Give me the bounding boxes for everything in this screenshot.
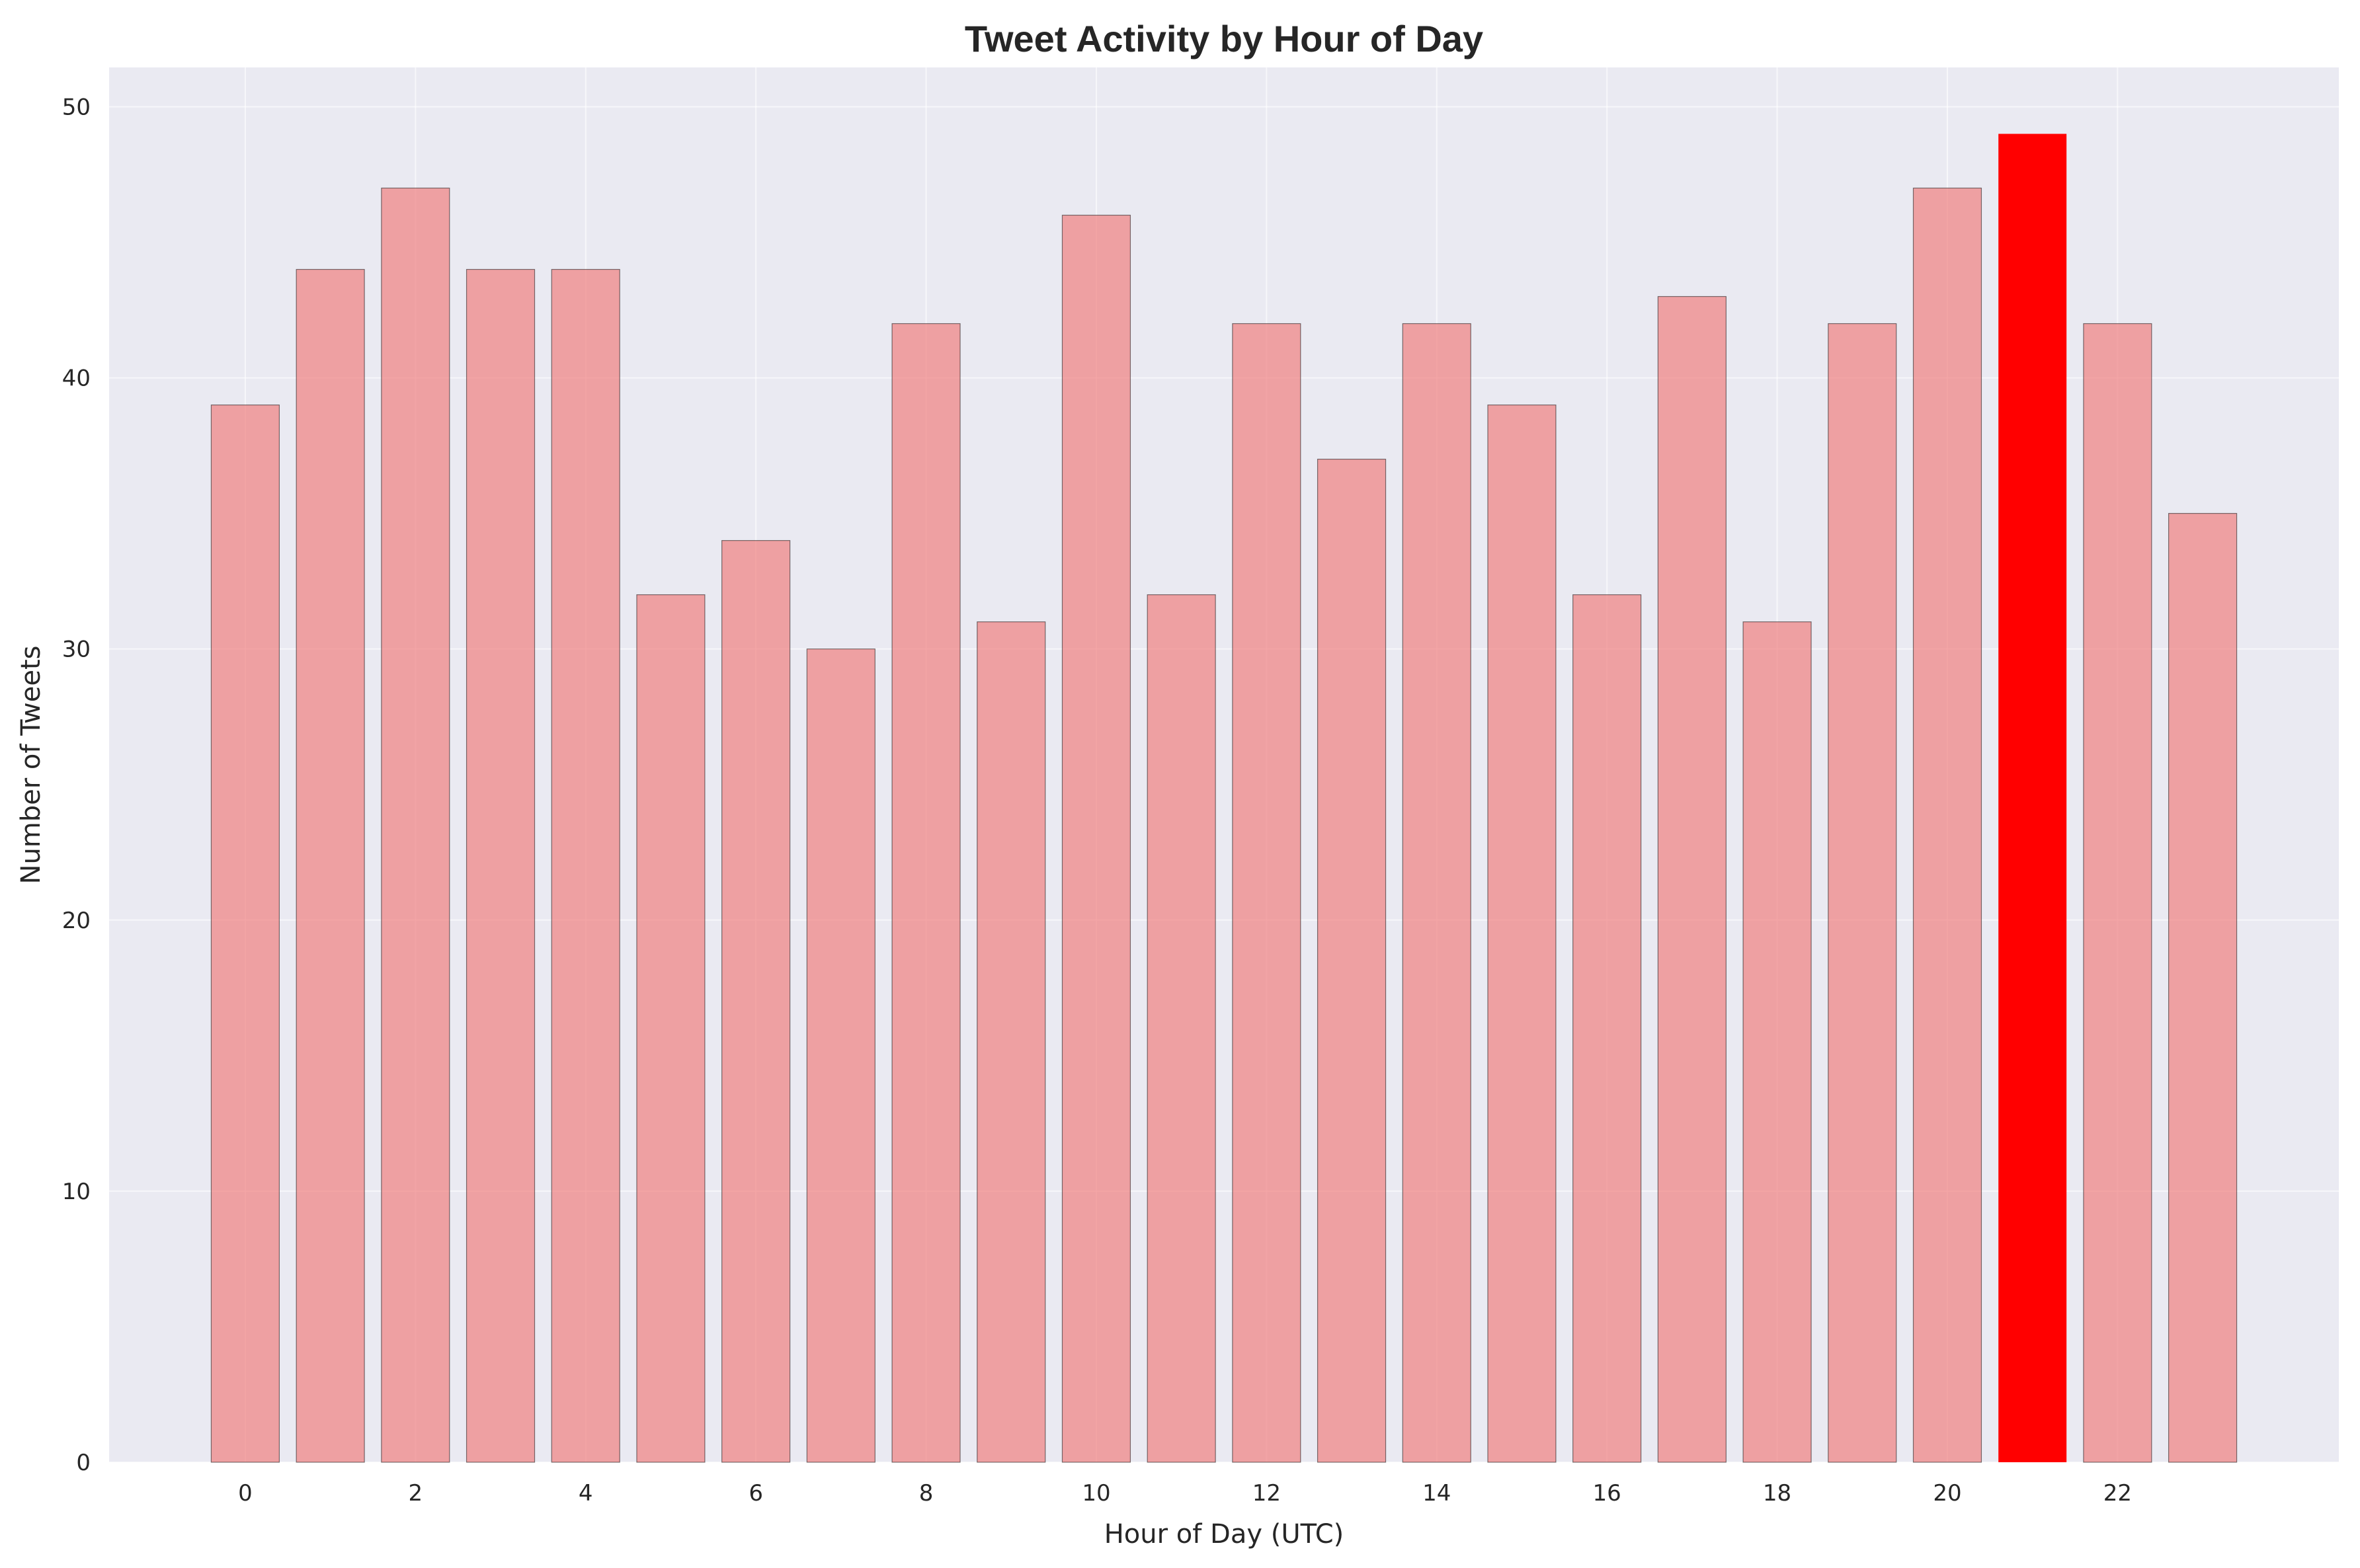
- chart-title: Tweet Activity by Hour of Day: [965, 18, 1483, 59]
- bar: [381, 187, 450, 1463]
- bar: [466, 268, 536, 1463]
- bar: [296, 268, 365, 1463]
- y-tick-label: 40: [62, 366, 91, 392]
- bar: [1147, 594, 1216, 1463]
- x-tick-label: 4: [579, 1480, 593, 1507]
- y-tick-labels: 0 10 20 30 40 50: [62, 94, 91, 1476]
- y-tick-label: 10: [62, 1179, 91, 1205]
- bar: [551, 268, 620, 1463]
- bar-highlight: [1998, 134, 2067, 1462]
- bar: [1912, 187, 1982, 1463]
- x-tick-label: 10: [1082, 1480, 1110, 1507]
- x-tick-label: 22: [2103, 1480, 2132, 1507]
- bar: [210, 404, 280, 1463]
- y-tick-label: 50: [62, 94, 91, 120]
- bar: [1402, 323, 1471, 1463]
- y-tick-label: 30: [62, 637, 91, 663]
- x-axis-label: Hour of Day (UTC): [1104, 1519, 1344, 1549]
- bar: [1061, 214, 1131, 1463]
- y-tick-label: 20: [62, 908, 91, 934]
- x-tick-label: 14: [1422, 1480, 1451, 1507]
- x-tick-label: 20: [1933, 1480, 1961, 1507]
- bar: [1572, 594, 1642, 1463]
- bar: [1828, 323, 1897, 1463]
- y-tick-label: 0: [76, 1450, 91, 1476]
- bar: [1487, 404, 1557, 1463]
- bar: [721, 540, 791, 1463]
- x-tick-label: 2: [409, 1480, 423, 1507]
- bar: [891, 323, 961, 1463]
- x-tick-label: 6: [749, 1480, 763, 1507]
- bar: [806, 648, 875, 1463]
- x-tick-label: 12: [1252, 1480, 1281, 1507]
- bars: [210, 134, 2238, 1463]
- y-axis-label: Number of Tweets: [16, 646, 46, 884]
- bar: [636, 594, 706, 1463]
- x-tick-label: 0: [238, 1480, 253, 1507]
- x-tick-label: 18: [1763, 1480, 1791, 1507]
- bar: [2168, 513, 2238, 1463]
- bar: [2083, 323, 2152, 1463]
- x-tick-labels: 0 2 4 6 8 10 12 14 16 18 20 22: [238, 1480, 2132, 1507]
- bar: [977, 621, 1046, 1463]
- bar: [1317, 459, 1387, 1463]
- x-tick-label: 8: [919, 1480, 934, 1507]
- x-tick-label: 16: [1593, 1480, 1621, 1507]
- bar: [1232, 323, 1301, 1463]
- bar: [1742, 621, 1812, 1463]
- bar: [1657, 295, 1727, 1463]
